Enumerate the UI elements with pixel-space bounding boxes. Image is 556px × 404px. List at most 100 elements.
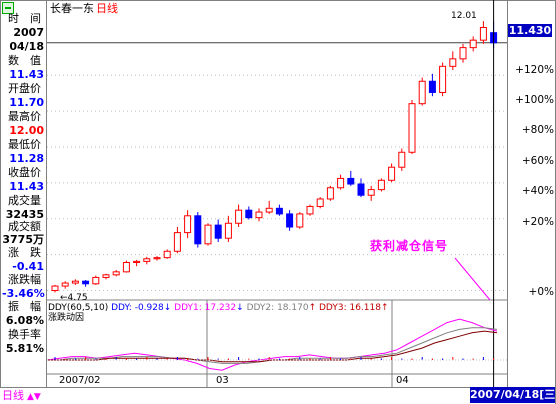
time-tick-apr: 04 [396, 375, 409, 386]
info-label-value: 数 值 [8, 54, 41, 67]
indicator-header: DDY(60,5,10) DDY: -0.928↓ DDY1: 17.232↓ … [48, 303, 389, 313]
candle-body [398, 151, 406, 168]
time-tick-feb: 2007/02 [59, 375, 101, 386]
min-price-label: ←4.75 [60, 293, 88, 303]
axis-tick-100: +100% [515, 94, 554, 106]
candle-body [82, 280, 90, 285]
candle-body [255, 211, 263, 219]
candle-body [173, 232, 181, 252]
price-axis: +120% +100% +80% +60% +40% +20% +0% [507, 0, 556, 387]
info-value-date: 04/18 [9, 40, 44, 53]
candle-body [122, 262, 130, 273]
max-price-label: 12.01 [451, 11, 477, 21]
candle-body [204, 224, 212, 245]
status-bar: 日线 ▲▼ [0, 387, 555, 404]
candle-body [449, 58, 457, 67]
candle-body [214, 224, 222, 239]
signal-arrow [454, 257, 491, 301]
info-label-low: 最低价 [8, 138, 41, 151]
candle-body [143, 258, 151, 262]
info-value-high: 12.00 [9, 124, 44, 137]
candle-body [153, 257, 161, 260]
min-price-value: 4.75 [67, 293, 88, 303]
candle-body [71, 280, 79, 284]
ddy3-label: DDY3: [318, 303, 347, 313]
candle-body [479, 26, 487, 41]
candle-body [194, 215, 202, 245]
candle-body [469, 39, 477, 49]
indicator-line-ddy1 [47, 318, 498, 371]
ddy1-label: DDY1: [174, 303, 202, 313]
candle-body [61, 282, 69, 287]
info-panel: 时 间 2007 04/18 数 值 11.43 开盘价 11.70 最高价 1… [0, 0, 47, 387]
candle-body [265, 207, 273, 213]
current-price-badge: 11.430 [508, 24, 552, 37]
period-switch-label: 日线 [2, 389, 24, 402]
candle-body [357, 183, 365, 196]
candlestick-chart[interactable] [47, 0, 507, 387]
ddy-label: DDY: [111, 303, 132, 313]
candle-body [112, 271, 120, 276]
candle-body [408, 103, 416, 153]
candle-body [286, 213, 294, 228]
info-label-amount: 成交额 [8, 220, 41, 233]
axis-tick-60: +60% [521, 155, 554, 167]
ddy2-label: DDY2: [246, 303, 275, 313]
candle-body [163, 250, 171, 259]
stock-name: 长春一东 [50, 2, 94, 15]
info-value-turnover: 5.81% [5, 342, 44, 355]
info-value-low: 11.28 [9, 152, 44, 165]
candle-body [275, 207, 283, 215]
info-label-amplitude: 振 幅 [8, 300, 41, 313]
ddy2-value: 18.170 [277, 303, 309, 313]
info-label-close: 收盘价 [8, 166, 41, 179]
candle-body [388, 166, 396, 181]
indicator-title: 涨跌动因 [48, 313, 85, 323]
candle-body [439, 65, 447, 93]
axis-tick-20: +20% [521, 216, 554, 228]
candle-body [367, 189, 375, 196]
info-label-open: 开盘价 [8, 82, 41, 95]
period-switch[interactable]: 日线 ▲▼ [2, 389, 41, 404]
info-value-volume: 32435 [5, 208, 44, 221]
info-label-high: 最高价 [8, 110, 41, 123]
info-value-open: 11.70 [9, 96, 44, 109]
candle-body [459, 47, 467, 60]
ddy-value: -0.928 [134, 303, 164, 313]
candle-body [337, 177, 345, 189]
candle-body [296, 213, 304, 228]
indicator-params: DDY(60,5,10) [48, 303, 109, 313]
axis-tick-0: +0% [528, 286, 554, 298]
candle-body [92, 276, 100, 285]
indicator-line-ddy3 [47, 330, 498, 363]
selected-date-badge: 2007/04/18[三] [470, 387, 556, 403]
candle-body [306, 205, 314, 215]
candle-body [184, 215, 192, 234]
candle-body [102, 274, 110, 278]
up-down-arrows-icon[interactable]: ▲▼ [27, 392, 41, 402]
candle-body [245, 209, 253, 219]
info-value-close: 11.43 [9, 180, 44, 193]
period-label: 日线 [96, 2, 118, 15]
signal-annotation: 获利减仓信号 [370, 239, 449, 253]
info-value-change-pct: -3.46% [2, 287, 45, 300]
info-value-value: 11.43 [9, 68, 44, 81]
candle-body [235, 209, 243, 224]
minus-icon[interactable] [2, 2, 14, 14]
axis-tick-40: +40% [521, 185, 554, 197]
axis-tick-80: +80% [521, 124, 554, 136]
time-axis: 2007/02 03 04 [47, 375, 507, 387]
info-label-turnover: 换手率 [8, 328, 41, 341]
info-value-amplitude: 6.08% [5, 314, 44, 327]
candle-body [224, 222, 232, 239]
candle-body [316, 198, 324, 207]
candle-body [347, 177, 355, 185]
ddy1-value: 17.232 [204, 303, 237, 313]
info-label-change-pct: 涨跌幅 [8, 273, 41, 286]
candle-body [326, 187, 334, 200]
info-value-amount: 3775万 [2, 233, 44, 246]
axis-tick-120: +120% [515, 64, 554, 76]
info-value-change: -0.41 [12, 260, 44, 273]
info-label-volume: 成交量 [8, 194, 41, 207]
candle-body [377, 179, 385, 191]
